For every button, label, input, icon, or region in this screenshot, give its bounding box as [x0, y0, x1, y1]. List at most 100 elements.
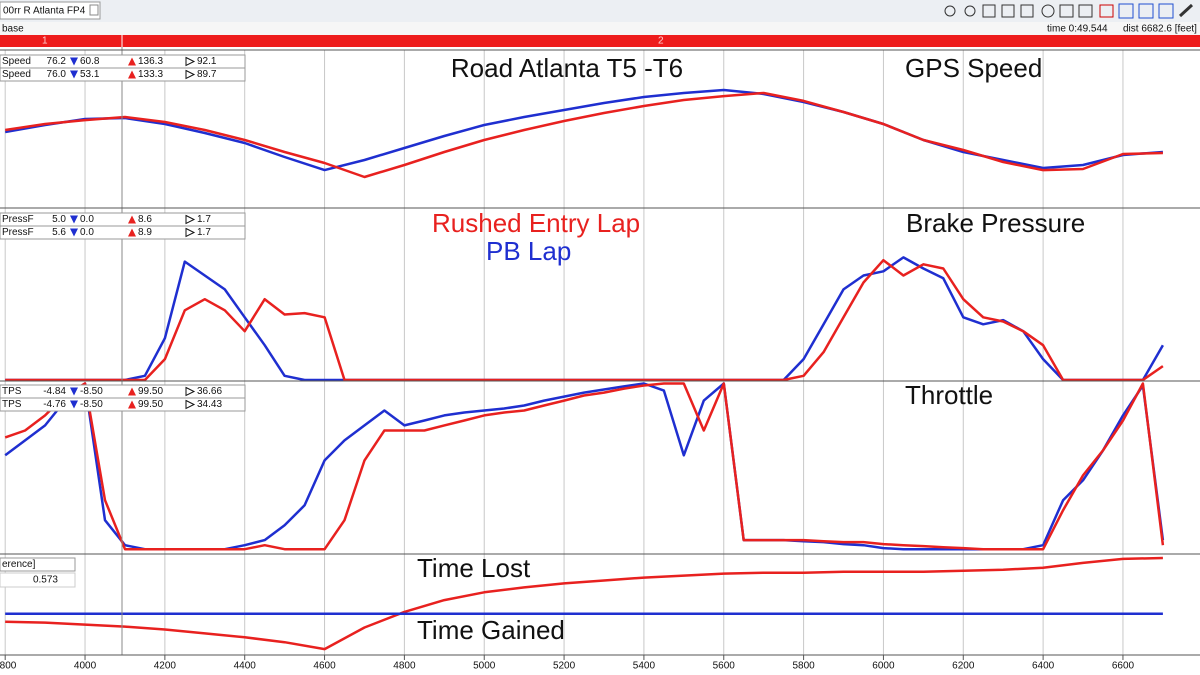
max-icon — [128, 70, 136, 79]
window-title: 00rr R Atlanta FP4 — [3, 6, 86, 17]
wrench-icon[interactable] — [1178, 3, 1194, 18]
trace — [4, 88, 1163, 172]
trace — [5, 91, 1163, 179]
readout-value: 76.0 — [47, 69, 67, 80]
avg-icon — [185, 399, 196, 410]
readout-min: 0.0 — [80, 227, 94, 238]
min-icon — [70, 387, 78, 396]
layout-icon[interactable] — [1138, 3, 1154, 19]
tool-icon[interactable] — [1001, 4, 1015, 18]
avg-icon — [185, 386, 196, 397]
readout-min: 60.8 — [80, 56, 100, 67]
readout-max: 8.9 — [138, 227, 152, 238]
tool-icon[interactable] — [1020, 4, 1034, 18]
segment-label: 2 — [658, 36, 664, 47]
info-row — [0, 22, 1200, 35]
trace — [4, 382, 1165, 551]
cursor-time: time 0:49.544 — [1047, 24, 1108, 35]
clock-icon[interactable] — [1041, 4, 1055, 18]
x-tick-label: 4800 — [393, 661, 416, 672]
plots — [4, 88, 1165, 651]
tool-icon[interactable] — [1099, 4, 1114, 18]
readout-max: 133.3 — [138, 69, 163, 80]
trace — [5, 556, 1163, 651]
readout-avg: 92.1 — [197, 56, 217, 67]
segment-label: 1 — [42, 36, 48, 47]
readout-row — [0, 67, 246, 82]
readout-value: 5.6 — [52, 227, 66, 238]
chart-annotation: Time Gained — [417, 615, 565, 645]
readout-name: PressF — [2, 214, 34, 225]
readout-value: 5.0 — [52, 214, 66, 225]
readout-name: erence] — [2, 559, 36, 570]
max-icon — [128, 387, 136, 396]
x-tick-label: 6600 — [1112, 661, 1135, 672]
avg-icon — [185, 214, 196, 225]
close-icon[interactable] — [89, 4, 99, 16]
readout-value: 0.573 — [33, 575, 58, 586]
zoom-icon[interactable] — [944, 5, 956, 17]
min-icon — [70, 400, 78, 409]
readout-name: TPS — [2, 399, 22, 410]
layout-icon[interactable] — [1158, 3, 1174, 19]
readout-max: 99.50 — [138, 399, 163, 410]
readout-avg: 36.66 — [197, 386, 222, 397]
readout-name: TPS — [2, 386, 22, 397]
chart-annotation: Road Atlanta T5 -T6 — [451, 53, 683, 83]
readout-row — [0, 397, 246, 412]
readout-name: Speed — [2, 56, 31, 67]
tool-icon[interactable] — [1059, 4, 1074, 18]
readout-min: 0.0 — [80, 214, 94, 225]
toolbar-icons — [944, 3, 1194, 19]
readout-min: -8.50 — [80, 399, 103, 410]
max-icon — [128, 400, 136, 409]
segment-bar — [0, 35, 1200, 47]
readout-name: Speed — [2, 69, 31, 80]
tool-icon[interactable] — [982, 4, 996, 18]
x-tick-label: 4400 — [234, 661, 257, 672]
pane-title: Throttle — [905, 380, 993, 410]
readout-value: 76.2 — [47, 56, 67, 67]
pane-title: Time Lost — [417, 553, 531, 583]
x-tick-label: 5000 — [473, 661, 496, 672]
tool-icon[interactable] — [1078, 4, 1093, 18]
readouts: Speed 76.2 60.8 136.3 92.1 Speed 76.0 53.1 133.3… — [0, 54, 246, 588]
x-tick-label: 5200 — [553, 661, 576, 672]
readout-min: 53.1 — [80, 69, 100, 80]
readout-avg: 34.43 — [197, 399, 222, 410]
x-tick-label: 4600 — [313, 661, 336, 672]
readout-value: -4.76 — [43, 399, 66, 410]
avg-icon — [185, 227, 196, 238]
pane-title: Brake Pressure — [906, 208, 1085, 238]
avg-icon — [185, 69, 196, 80]
readout-row — [0, 225, 246, 240]
readout-box — [0, 572, 76, 588]
max-icon — [128, 57, 136, 66]
min-icon — [70, 57, 78, 66]
readout-max: 8.6 — [138, 214, 152, 225]
layout-icon[interactable] — [1118, 3, 1134, 19]
min-icon — [70, 215, 78, 224]
readout-name: PressF — [2, 227, 34, 238]
tab[interactable] — [0, 1, 101, 20]
readout-avg: 1.7 — [197, 214, 211, 225]
toolbar — [0, 0, 1200, 22]
x-tick-label: 4000 — [74, 661, 97, 672]
x-tick-label: 6000 — [872, 661, 895, 672]
zoom-icon[interactable] — [964, 5, 976, 17]
readout-box — [0, 557, 76, 572]
readout-min: -8.50 — [80, 386, 103, 397]
subtitle: base — [2, 24, 24, 35]
x-tick-label: 5600 — [713, 661, 736, 672]
x-tick-label: 5400 — [633, 661, 656, 672]
min-icon — [70, 228, 78, 237]
max-icon — [128, 215, 136, 224]
readout-max: 99.50 — [138, 386, 163, 397]
readout-avg: 89.7 — [197, 69, 217, 80]
x-tick-label: 5800 — [792, 661, 815, 672]
pane-title: GPS Speed — [905, 53, 1042, 83]
readout-value: -4.84 — [43, 386, 66, 397]
legend-entry: Rushed Entry Lap — [432, 208, 640, 238]
x-tick-label: 4200 — [154, 661, 177, 672]
